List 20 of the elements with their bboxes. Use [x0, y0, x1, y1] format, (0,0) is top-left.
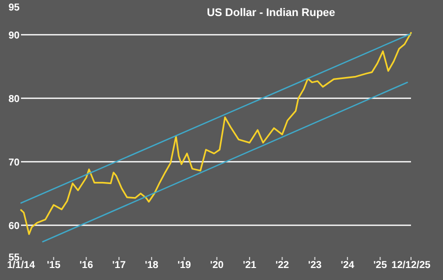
x-tick-label: '22 [275, 260, 290, 272]
x-tick-label: '24 [340, 260, 355, 272]
x-tick-label: 1/1/14 [7, 260, 36, 272]
x-tick-label: '16 [79, 260, 94, 272]
y-tick-label: 80 [8, 94, 20, 105]
x-tick-label: '19 [177, 260, 192, 272]
x-tick-label: '25 [373, 260, 388, 272]
y-tick-label: 90 [8, 30, 20, 42]
x-tick-label: '15 [46, 260, 61, 272]
x-tick-label: '18 [144, 260, 159, 272]
y-tick-label: 70 [8, 157, 20, 168]
x-tick-label: '17 [112, 260, 126, 272]
x-tick-label: '21 [242, 260, 257, 272]
x-tick-label: '20 [210, 260, 224, 272]
line-series [20, 32, 412, 235]
x-tick-label: 12/12/25 [392, 260, 431, 272]
x-tick-label: '23 [308, 260, 322, 272]
y-tick-label: 60 [8, 220, 20, 232]
chart-title: US Dollar - Indian Rupee [206, 7, 336, 19]
y-tick-label: 95 [8, 2, 20, 14]
